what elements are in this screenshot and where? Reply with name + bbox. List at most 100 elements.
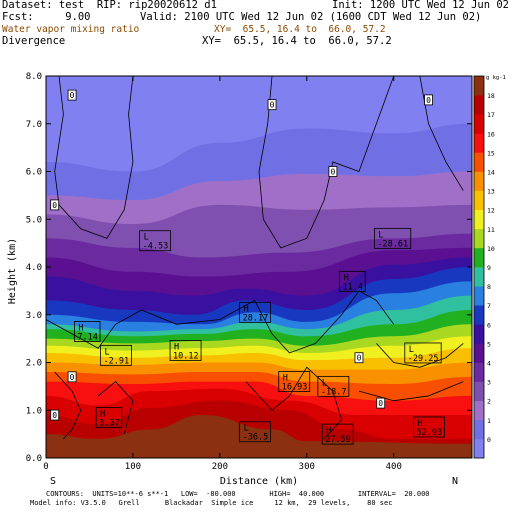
colorbar-label-18: 18 <box>487 92 495 100</box>
colorbar-swatch-16 <box>474 133 484 153</box>
extremum-kind-13: H <box>417 419 422 429</box>
x-tick-label-0: 0 <box>43 462 48 472</box>
y-tick-label-3: 3.0 <box>26 311 42 321</box>
colorbar-swatch-13 <box>474 190 484 210</box>
extremum-kind-7: L <box>409 345 414 355</box>
colorbar-label-5: 5 <box>487 340 491 348</box>
extremum-value-11: -36.5 <box>243 433 269 443</box>
extremum-value-5: -2.91 <box>104 356 130 366</box>
contour-line-1 <box>258 76 395 249</box>
colorbar-label-10: 10 <box>487 245 495 253</box>
forecast-hour: Fcst: 9.00 <box>2 11 91 23</box>
extremum-value-2: 11.4 <box>343 282 363 292</box>
colorbar-label-8: 8 <box>487 283 491 291</box>
contour-label-1: 0 <box>270 101 275 110</box>
colorbar-label-11: 11 <box>487 226 495 234</box>
mixing-ratio-fill <box>46 76 472 458</box>
contour-label-box-0 <box>67 89 77 101</box>
y-axis-label: Height (km) <box>7 238 18 304</box>
extremum-value-13: 52.93 <box>416 428 442 438</box>
extremum-value-12: 27.59 <box>325 435 351 445</box>
extremum-kind-4: H <box>78 323 83 333</box>
colorbar-swatch-0 <box>474 438 484 459</box>
colorbar-swatch-3 <box>474 381 484 401</box>
colorbar-swatch-11 <box>474 228 484 249</box>
colorbar-label-12: 12 <box>487 207 495 215</box>
colorbar-swatch-1 <box>474 419 484 440</box>
extremum-box-2 <box>339 270 366 292</box>
model-info: Model info: V3.5.0 Grell Blackadar Simpl… <box>30 499 393 507</box>
colorbar-swatch-19 <box>474 76 484 96</box>
extremum-box-5 <box>100 344 132 366</box>
contour-line-3 <box>46 290 395 354</box>
colorbar-label-14: 14 <box>487 169 495 177</box>
contour-label-box-5 <box>354 352 364 364</box>
contour-label-2: 0 <box>426 96 431 105</box>
colorbar-swatch-5 <box>474 343 484 363</box>
colorbar-label-16: 16 <box>487 130 495 138</box>
colorbar-swatch-10 <box>474 247 484 268</box>
extremum-box-8 <box>278 371 311 393</box>
extremum-value-8: 16.93 <box>282 383 308 393</box>
x-axis-label: Distance (km) <box>220 476 298 487</box>
extremum-value-6: 10.12 <box>173 352 199 362</box>
colorbar-swatch-9 <box>474 267 484 287</box>
contour-line-8 <box>376 343 464 368</box>
extremum-kind-10: H <box>100 409 105 419</box>
extremum-value-0: -4.53 <box>143 242 169 252</box>
field1-name: Water vapor mixing ratio <box>2 24 140 35</box>
divergence-contours <box>46 76 464 440</box>
endpoint-left: S <box>50 476 56 487</box>
plot-header: Dataset: test RIP: rip20020612 d1 Init: … <box>0 0 512 50</box>
init-time: Init: 1200 UTC Wed 12 Jun 02 <box>332 0 510 11</box>
extremum-box-11 <box>239 421 272 443</box>
extremum-kind-6: H <box>174 343 179 353</box>
colorbar-label-1: 1 <box>487 417 491 425</box>
contour-label-6: 0 <box>70 373 75 382</box>
contour-info: CONTOURS: UNITS=10**-6 s**-1 LOW= -80.00… <box>46 490 430 498</box>
band-18 <box>46 415 472 458</box>
colorbar-label-4: 4 <box>487 360 491 368</box>
y-tick-label-8: 8.0 <box>26 72 42 82</box>
contour-label-box-4 <box>50 199 60 211</box>
contour-line-7 <box>358 381 464 402</box>
contour-label-3: 0 <box>330 168 335 177</box>
colorbar-swatch-12 <box>474 209 484 230</box>
contour-label-8: 0 <box>52 411 57 420</box>
contour-line-6 <box>245 366 343 440</box>
extremum-kind-0: L <box>144 233 149 243</box>
contour-line-4 <box>54 371 82 440</box>
extremum-box-0 <box>139 230 172 252</box>
colorbar-swatch-4 <box>474 362 484 382</box>
colorbar-label-6: 6 <box>487 321 491 329</box>
field2-cross-section: XY= 65.5, 16.4 to 66.0, 57.2 <box>202 35 392 47</box>
colorbar-swatch-17 <box>474 114 484 134</box>
extremum-kind-2: H <box>344 273 349 283</box>
y-tick-label-0: 0.0 <box>26 454 42 464</box>
extremum-box-4 <box>74 321 101 342</box>
colorbar-frame <box>473 75 485 459</box>
extremum-value-1: -28.61 <box>377 239 408 249</box>
colorbar-swatch-2 <box>474 400 484 421</box>
colorbar-label-9: 9 <box>487 264 491 272</box>
contour-label-7: 0 <box>378 399 383 408</box>
colorbar-units: g kg-1 <box>486 75 506 81</box>
colorbar-label-0: 0 <box>487 436 491 444</box>
plot-footer: CONTOURS: UNITS=10**-6 s**-1 LOW= -80.00… <box>0 488 512 512</box>
extremum-value-4: 7.14 <box>77 332 97 342</box>
extremum-box-3 <box>239 301 272 323</box>
colorbar-swatch-8 <box>474 286 484 306</box>
extremum-value-3: 28.17 <box>243 313 269 323</box>
extremum-kind-8: H <box>283 374 288 384</box>
dataset-line: Dataset: test RIP: rip20020612 d1 <box>2 0 217 11</box>
y-tick-label-6: 6.0 <box>26 168 42 178</box>
extremum-kind-1: L <box>378 230 383 240</box>
extremum-kind-9: L <box>322 378 327 388</box>
contour-label-box-8 <box>50 409 60 421</box>
field1-cross-section: XY= 65.5, 16.4 to 66.0, 57.2 <box>214 24 386 35</box>
plot-axes: 0.0 1.0 2.0 3.0 4.0 5.0 6.0 7.0 8.0 0 100 200 300 400 <box>26 72 473 472</box>
contour-line-0 <box>54 76 134 239</box>
extremum-box-10 <box>95 407 123 428</box>
extremum-kind-3: H <box>244 304 249 314</box>
extremum-box-13 <box>413 416 445 438</box>
